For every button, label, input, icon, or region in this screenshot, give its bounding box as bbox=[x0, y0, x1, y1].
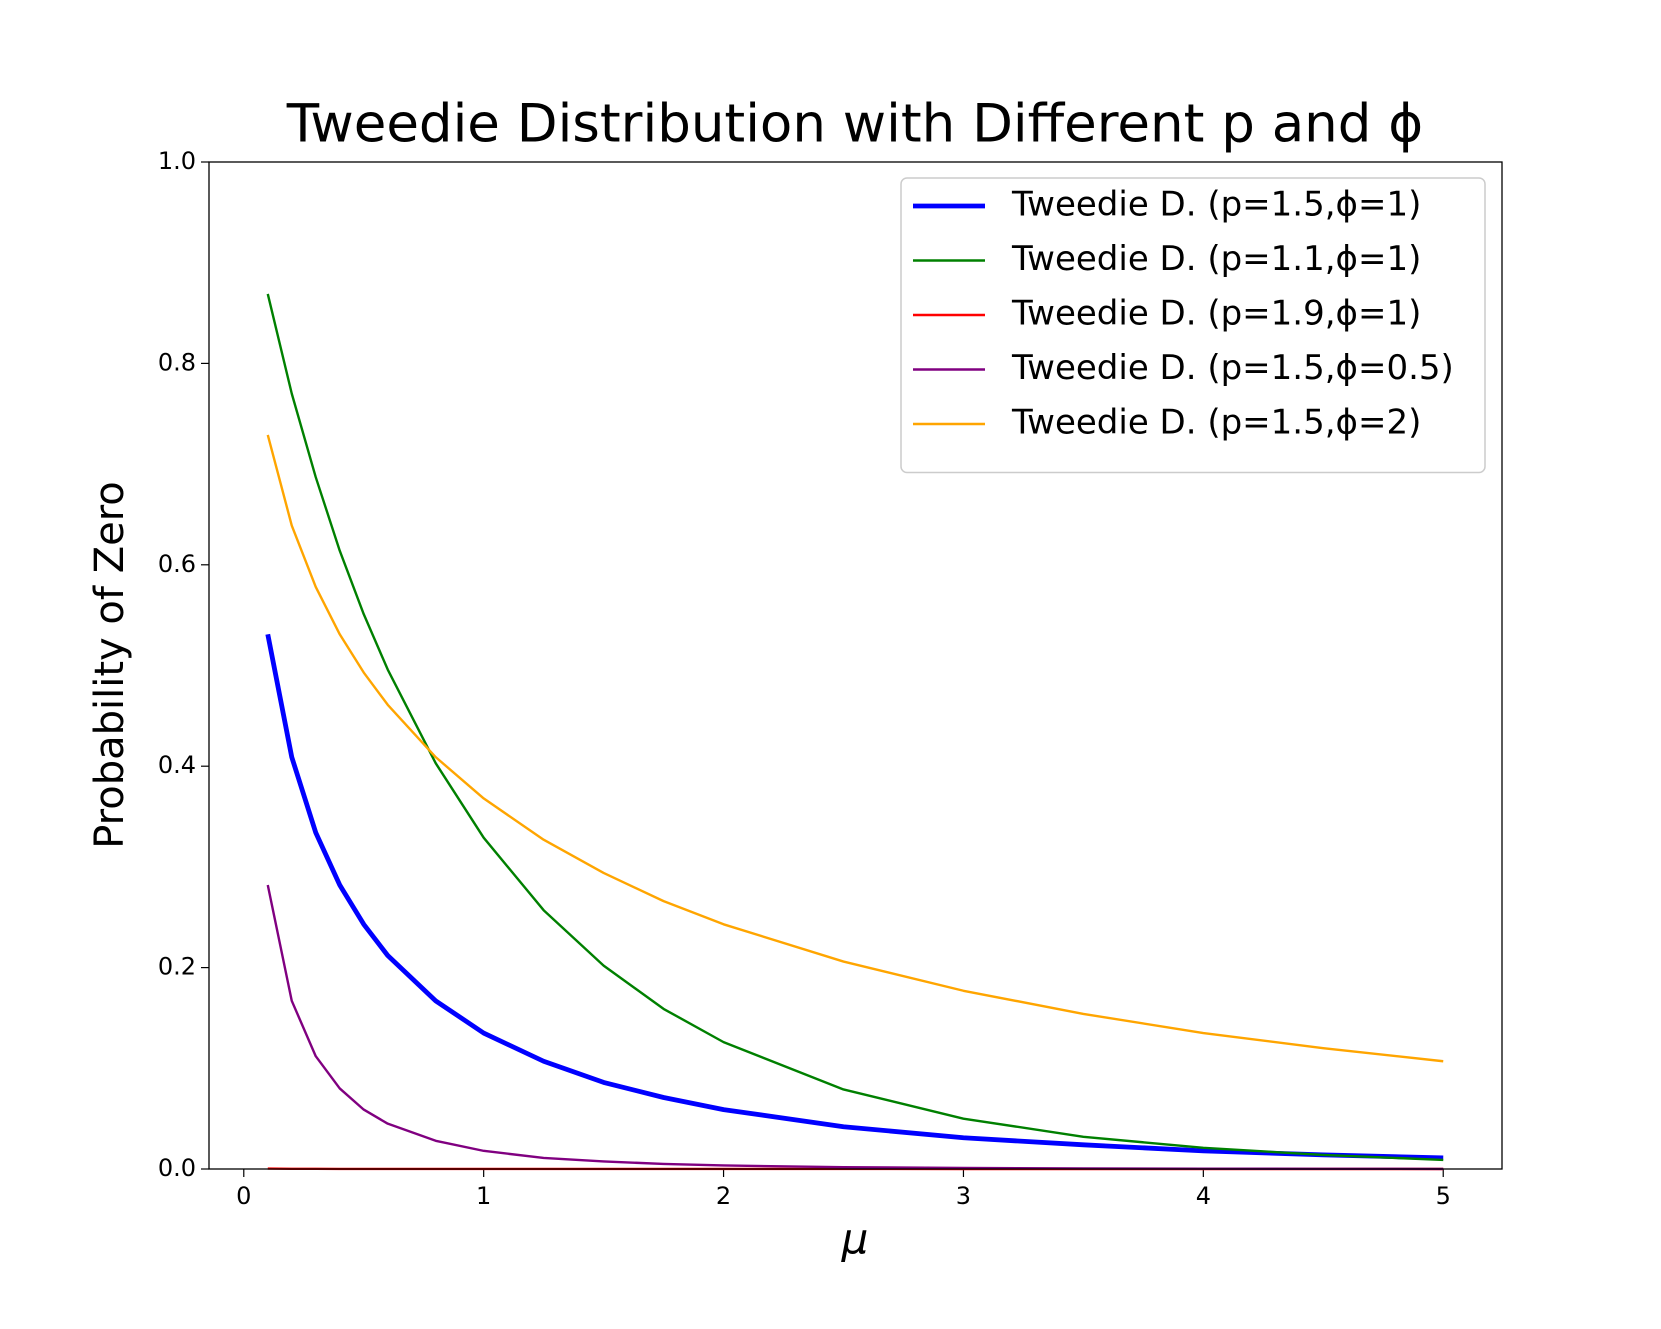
y-tick-label: 0.6 bbox=[158, 550, 196, 578]
legend-label: Tweedie D. (p=1.9,ϕ=1) bbox=[1011, 294, 1421, 334]
series-line bbox=[266, 434, 1444, 1063]
y-tick-label: 0.0 bbox=[158, 1154, 196, 1182]
y-axis-label: Probability of Zero bbox=[87, 481, 133, 848]
series-line bbox=[266, 293, 1444, 1162]
series-line bbox=[265, 633, 1444, 1161]
legend-box bbox=[900, 177, 1486, 474]
x-axis-label: μ bbox=[841, 1215, 869, 1264]
x-tick-label: 3 bbox=[956, 1182, 971, 1210]
chart-title: Tweedie Distribution with Different p an… bbox=[286, 94, 1423, 155]
y-tick-label: 0.4 bbox=[158, 751, 196, 779]
plot-frame bbox=[208, 161, 1503, 1170]
legend-label: Tweedie D. (p=1.5,ϕ=1) bbox=[1011, 185, 1421, 225]
legend-label: Tweedie D. (p=1.1,ϕ=1) bbox=[1011, 239, 1421, 279]
x-tick-label: 1 bbox=[476, 1182, 491, 1210]
x-tick-label: 2 bbox=[716, 1182, 731, 1210]
y-tick-label: 0.8 bbox=[158, 348, 196, 376]
y-tick-label: 1.0 bbox=[158, 147, 196, 175]
legend-label: Tweedie D. (p=1.5,ϕ=2) bbox=[1011, 403, 1421, 443]
x-tick-label: 0 bbox=[236, 1182, 251, 1210]
y-tick-label: 0.2 bbox=[158, 953, 196, 981]
legend-label: Tweedie D. (p=1.5,ϕ=0.5) bbox=[1011, 348, 1454, 388]
x-tick-label: 4 bbox=[1196, 1182, 1211, 1210]
x-tick-label: 5 bbox=[1436, 1182, 1451, 1210]
